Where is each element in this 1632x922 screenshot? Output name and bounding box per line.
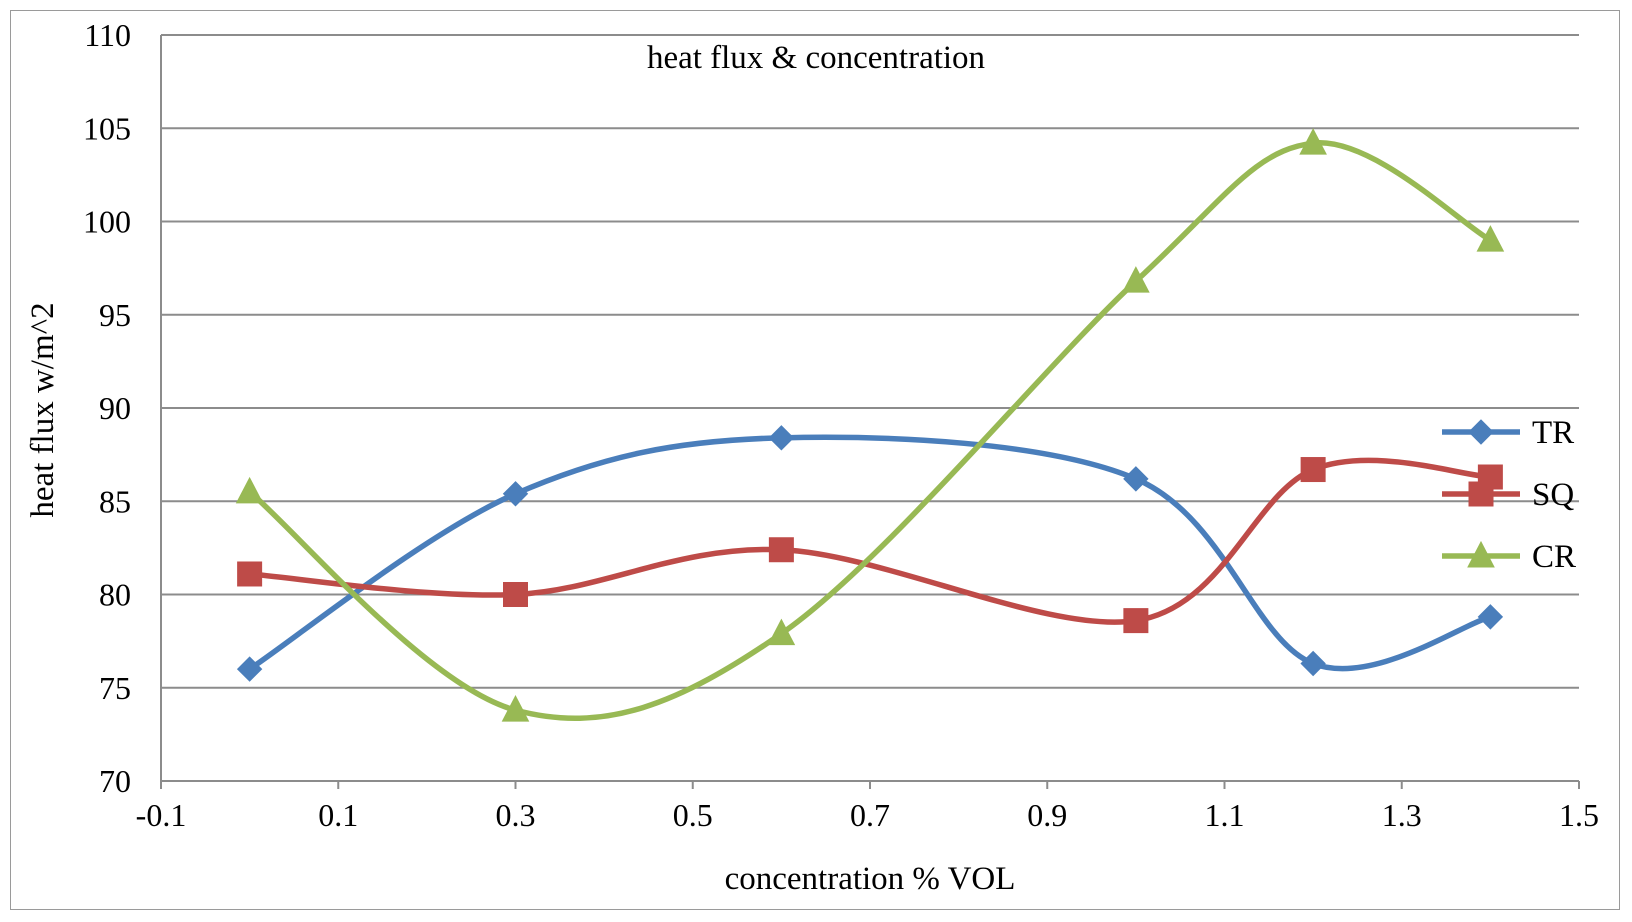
y-tick-label: 110	[84, 17, 131, 53]
y-tick-label: 100	[83, 204, 131, 240]
data-point-cr	[1299, 128, 1327, 155]
y-axis-label: heat flux w/m^2	[25, 302, 61, 517]
series-line-cr	[247, 140, 1492, 721]
data-point-cr	[235, 476, 264, 504]
legend-marker-tr	[1468, 419, 1494, 445]
x-tick-labels: -0.1 0.1 0.3 0.5 0.7 0.9 1.1 1.3 1.5	[136, 797, 1599, 833]
y-tick-label: 105	[83, 110, 131, 146]
data-point-tr	[1300, 650, 1326, 677]
x-tick-label: 0.5	[673, 797, 713, 833]
data-point-cr	[1122, 266, 1150, 293]
y-tick-label: 70	[99, 763, 131, 799]
data-point-sq	[1300, 457, 1326, 483]
y-tick-label: 90	[99, 390, 131, 426]
grid-lines	[161, 34, 1579, 689]
data-point-tr	[1477, 604, 1504, 630]
data-point-cr	[767, 618, 796, 646]
chart-title: heat flux & concentration	[647, 40, 985, 76]
legend-marker-cr	[1467, 540, 1495, 568]
legend-label-cr: CR	[1532, 539, 1576, 575]
data-point-sq	[1123, 608, 1149, 634]
y-tick-label: 95	[99, 297, 131, 333]
data-point-cr	[501, 695, 530, 722]
x-tick-label: 0.9	[1027, 797, 1067, 833]
data-point-sq	[503, 582, 528, 607]
x-tick-label: 1.5	[1559, 797, 1599, 833]
data-point-tr	[768, 425, 795, 451]
y-tick-labels: 70 75 80 85 90 95 100 105 110	[83, 17, 131, 799]
axes	[160, 35, 1580, 789]
legend-label-sq: SQ	[1532, 477, 1574, 513]
x-tick-label: 1.1	[1205, 797, 1245, 833]
x-tick-label: -0.1	[136, 797, 187, 833]
x-tick-label: 1.3	[1382, 797, 1422, 833]
series-lines	[247, 140, 1492, 721]
data-point-sq	[768, 537, 794, 563]
y-tick-label: 75	[99, 670, 131, 706]
data-point-tr	[236, 656, 263, 682]
data-point-tr	[502, 481, 529, 507]
legend-marker-sq	[1468, 481, 1494, 507]
x-axis-label: concentration % VOL	[725, 861, 1016, 897]
x-tick-label: 0.3	[496, 797, 536, 833]
legend-label-tr: TR	[1532, 415, 1574, 451]
data-markers	[235, 128, 1505, 722]
y-tick-label: 80	[99, 577, 131, 613]
data-point-cr	[1476, 225, 1505, 252]
legend: TR SQ CR	[1442, 415, 1576, 575]
x-tick-label: 0.7	[850, 797, 890, 833]
series-line-sq	[249, 457, 1491, 625]
x-tick-label: 0.1	[318, 797, 358, 833]
data-point-sq	[237, 561, 263, 587]
y-tick-label: 85	[99, 483, 131, 519]
data-point-tr	[1123, 466, 1149, 492]
